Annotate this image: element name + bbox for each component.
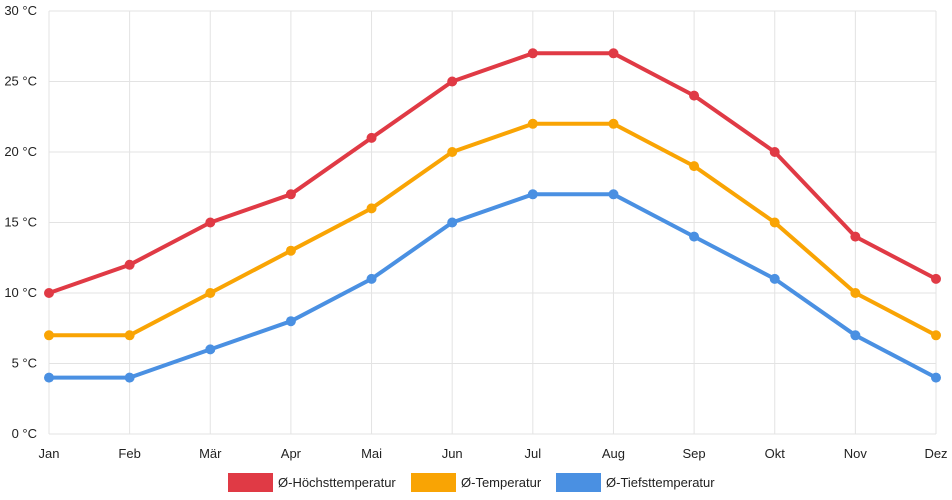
data-point: [285, 245, 296, 256]
legend-item: Ø-Temperatur: [411, 473, 542, 492]
series-1: [44, 118, 941, 341]
data-point: [447, 217, 458, 228]
grid: [48, 10, 937, 435]
series: [44, 48, 941, 383]
data-point: [527, 118, 538, 129]
data-point: [366, 132, 377, 143]
data-point: [689, 90, 700, 101]
data-point: [850, 231, 861, 242]
data-point: [44, 372, 54, 383]
legend-swatch: [411, 473, 456, 492]
legend-item: Ø-Höchsttemperatur: [228, 473, 396, 492]
series-line: [47, 192, 938, 380]
y-tick-label: 25 °C: [4, 74, 37, 89]
y-tick-label: 0 °C: [12, 426, 37, 441]
legend-label: Ø-Höchsttemperatur: [278, 475, 396, 490]
x-tick-label: Nov: [844, 446, 868, 461]
data-point: [124, 259, 135, 270]
data-point: [447, 76, 458, 87]
x-tick-label: Mai: [361, 446, 382, 461]
data-point: [850, 288, 861, 298]
data-point: [205, 217, 216, 228]
y-tick-label: 30 °C: [4, 3, 37, 18]
data-point: [447, 147, 458, 157]
x-tick-label: Apr: [281, 446, 302, 461]
series-line: [47, 121, 938, 338]
x-axis-ticks: Jan Feb Mär Apr Mai Jun Jul Aug Sep Okt Nov Dez: [39, 446, 948, 461]
data-point: [366, 203, 377, 214]
data-point: [205, 288, 216, 298]
x-tick-label: Okt: [765, 446, 786, 461]
y-axis-ticks: 0 °C 5 °C 10 °C 15 °C 20 °C 25 °C 30 °C: [4, 3, 37, 441]
data-point: [366, 273, 377, 284]
data-point: [608, 48, 619, 59]
y-tick-label: 20 °C: [4, 144, 37, 159]
x-tick-label: Mär: [199, 446, 222, 461]
x-tick-label: Feb: [118, 446, 140, 461]
series-line: [47, 51, 938, 295]
y-tick-label: 15 °C: [4, 215, 37, 230]
data-point: [527, 189, 538, 200]
data-point: [205, 344, 216, 355]
data-point: [124, 330, 135, 341]
legend-label: Ø-Temperatur: [461, 475, 542, 490]
data-point: [689, 231, 700, 242]
y-tick-label: 5 °C: [12, 356, 37, 371]
series-2: [44, 189, 941, 383]
data-point: [608, 118, 619, 129]
data-point: [689, 161, 700, 172]
data-point: [931, 372, 941, 383]
x-tick-label: Aug: [602, 446, 625, 461]
legend-label: Ø-Tiefsttemperatur: [606, 475, 715, 490]
data-point: [527, 48, 538, 59]
data-point: [124, 372, 135, 383]
x-tick-label: Sep: [683, 446, 706, 461]
data-point: [44, 330, 54, 341]
data-point: [285, 316, 296, 327]
y-tick-label: 10 °C: [4, 285, 37, 300]
data-point: [931, 330, 941, 341]
data-point: [850, 330, 861, 341]
x-tick-label: Jun: [442, 446, 463, 461]
legend-item: Ø-Tiefsttemperatur: [556, 473, 715, 492]
data-point: [44, 288, 54, 298]
data-point: [285, 189, 296, 200]
data-point: [931, 273, 941, 284]
x-tick-label: Dez: [924, 446, 947, 461]
data-point: [769, 273, 780, 284]
series-0: [44, 48, 941, 298]
legend-swatch: [228, 473, 273, 492]
data-point: [769, 147, 780, 157]
x-tick-label: Jan: [39, 446, 60, 461]
legend: Ø-Höchsttemperatur Ø-Temperatur Ø-Tiefstte…: [228, 473, 715, 492]
data-point: [608, 189, 619, 200]
x-tick-label: Jul: [525, 446, 542, 461]
legend-swatch: [556, 473, 601, 492]
data-point: [769, 217, 780, 228]
